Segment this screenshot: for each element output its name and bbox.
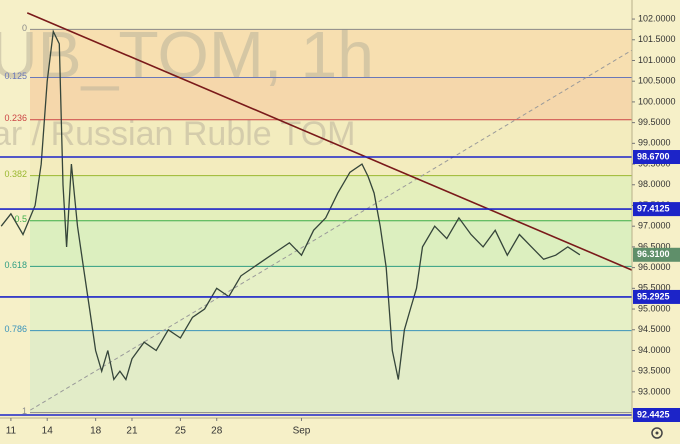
y-tick-label: 94.5000	[638, 324, 671, 334]
y-tick-label: 102.0000	[638, 13, 676, 23]
gear[interactable]	[651, 427, 663, 439]
x-tick-label: 11	[6, 426, 17, 437]
level-tag	[633, 202, 680, 217]
y-tick-label: 99.0000	[638, 138, 671, 148]
level-tag	[633, 150, 680, 165]
y-tick-label: 96.5000	[638, 241, 671, 251]
fib-band	[30, 266, 632, 331]
y-tick-label: 96.0000	[638, 262, 671, 272]
y-tick-label: 100.0000	[638, 96, 676, 106]
y-tick-label: 101.0000	[638, 55, 676, 65]
fib-ratio-label: 0	[22, 23, 27, 33]
y-tick-label: 94.0000	[638, 345, 671, 355]
level-label: 98.6700	[637, 151, 670, 161]
y-tick-label: 100.5000	[638, 76, 676, 86]
fib-ratio-label: 0.125	[4, 71, 27, 81]
last-price-tag	[633, 247, 680, 262]
level-label: 97.4125	[637, 203, 670, 213]
last-price-label: 96.3100	[637, 249, 670, 259]
fib-band	[30, 29, 632, 78]
level-label: 92.4425	[637, 409, 670, 419]
x-tick-label: 21	[126, 426, 138, 437]
y-tick-label: 98.0000	[638, 179, 671, 189]
fib-band	[30, 77, 632, 120]
y-tick-label: 93.5000	[638, 366, 671, 376]
fib-ratio-label: 0.618	[4, 260, 27, 270]
y-tick-label: 93.0000	[638, 386, 671, 396]
fib-ratio-label: 0.382	[4, 169, 27, 179]
fib-band	[30, 175, 632, 221]
level-tag	[633, 289, 680, 304]
y-tick-label: 97.0000	[638, 221, 671, 231]
x-tick-label: 18	[90, 426, 102, 437]
x-tick-label: Sep	[293, 426, 311, 437]
fib-band	[30, 220, 632, 267]
channel-line	[30, 49, 633, 411]
x-tick-label: 14	[42, 426, 54, 437]
fib-band	[30, 330, 632, 413]
y-tick-label: 101.5000	[638, 34, 676, 44]
fib-ratio-label: 0.5	[14, 214, 27, 224]
level-tag	[633, 407, 680, 422]
watermark: ar / Russian Ruble TOM	[0, 115, 355, 153]
settings-icon[interactable]	[651, 427, 663, 439]
trendline	[26, 12, 633, 271]
fib-band	[30, 119, 632, 176]
fib-ratio-label: 1	[22, 406, 27, 416]
level-label: 95.2925	[637, 291, 670, 301]
price-line	[0, 29, 581, 382]
y-tick-label: 95.0000	[638, 303, 671, 313]
fib-ratio-label: 0.786	[4, 324, 27, 334]
x-tick-label: 25	[175, 426, 187, 437]
y-tick-label: 99.5000	[638, 117, 671, 127]
y-tick-label: 95.5000	[638, 283, 671, 293]
fib-ratio-label: 0.236	[4, 113, 27, 123]
gear-center[interactable]	[655, 431, 659, 435]
x-tick-label: 28	[211, 426, 223, 437]
